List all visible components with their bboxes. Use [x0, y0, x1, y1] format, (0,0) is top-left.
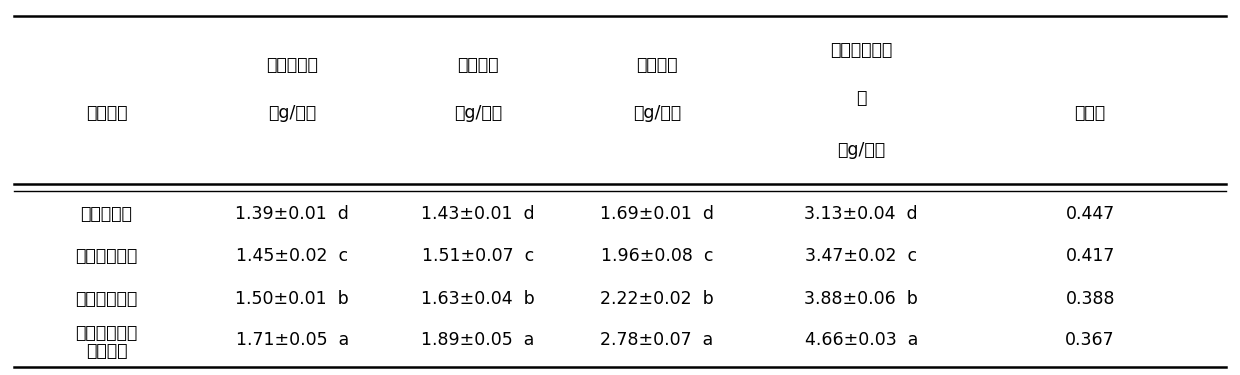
Text: （g/株）: （g/株） [634, 104, 681, 122]
Text: 叶生物量: 叶生物量 [636, 56, 678, 74]
Text: （g/株）: （g/株） [454, 104, 502, 122]
Text: 2.78±0.07  a: 2.78±0.07 a [600, 331, 714, 349]
Text: （g/株）: （g/株） [837, 141, 885, 159]
Text: 0.388: 0.388 [1065, 290, 1115, 308]
Text: 茎生物量: 茎生物量 [458, 56, 498, 74]
Text: 1.43±0.01  d: 1.43±0.01 d [420, 204, 534, 222]
Text: 根冠比: 根冠比 [1075, 104, 1106, 122]
Text: 1.69±0.01  d: 1.69±0.01 d [600, 204, 714, 222]
Text: 4.66±0.03  a: 4.66±0.03 a [805, 331, 918, 349]
Text: 3.13±0.04  d: 3.13±0.04 d [805, 204, 918, 222]
Text: 1.39±0.01  d: 1.39±0.01 d [236, 204, 350, 222]
Text: 0.447: 0.447 [1065, 204, 1115, 222]
Text: 量: 量 [856, 89, 867, 107]
Text: 1.96±0.08  c: 1.96±0.08 c [601, 248, 713, 266]
Text: 1.45±0.02  c: 1.45±0.02 c [236, 248, 348, 266]
Text: 地上部分生物: 地上部分生物 [830, 41, 893, 59]
Text: 0.417: 0.417 [1065, 248, 1115, 266]
Text: （g/株）: （g/株） [268, 104, 316, 122]
Text: 1.71±0.05  a: 1.71±0.05 a [236, 331, 348, 349]
Text: 异株嫁接: 异株嫁接 [86, 342, 128, 360]
Text: 3.88±0.06  b: 3.88±0.06 b [805, 290, 918, 308]
Text: 0.367: 0.367 [1065, 331, 1115, 349]
Text: 3.47±0.02  c: 3.47±0.02 c [805, 248, 918, 266]
Text: 1.89±0.05  a: 1.89±0.05 a [422, 331, 534, 349]
Text: 1.63±0.04  b: 1.63±0.04 b [420, 290, 534, 308]
Text: 自根异株嫁接: 自根异株嫁接 [76, 290, 138, 308]
Text: 嫁接处理: 嫁接处理 [86, 104, 128, 122]
Text: 根系生物量: 根系生物量 [267, 56, 319, 74]
Text: 自根不同大小: 自根不同大小 [76, 324, 138, 342]
Text: 自根同株嫁接: 自根同株嫁接 [76, 248, 138, 266]
Text: 1.50±0.01  b: 1.50±0.01 b [236, 290, 348, 308]
Text: 2.22±0.02  b: 2.22±0.02 b [600, 290, 714, 308]
Text: 不嫁接处理: 不嫁接处理 [81, 204, 133, 222]
Text: 1.51±0.07  c: 1.51±0.07 c [422, 248, 534, 266]
